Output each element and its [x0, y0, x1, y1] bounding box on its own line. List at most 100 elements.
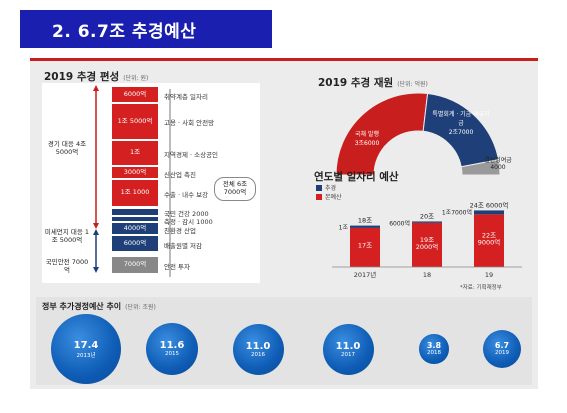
total-budget-label: 전체 6조 7000억 — [214, 177, 256, 201]
slice-label-bonds: 국채 발행 3조6000 — [342, 129, 392, 147]
infographic-frame: 2019 추경 편성 (단위: 원) 6000억 취약계층 일자리 1조 5000… — [30, 58, 538, 389]
trend-year: 2018 — [426, 350, 441, 357]
bar-vulnerable-jobs: 6000억 — [112, 87, 158, 102]
bar-main-0 — [350, 227, 380, 267]
funding-unit: (단위: 억원) — [397, 81, 428, 88]
trend-circle-2015: 11.6 2015 — [145, 322, 199, 376]
total-value-label-2: 24조 6000억 — [470, 201, 509, 209]
bar-value: 1조 1000 — [120, 188, 150, 197]
source-note: *자료: 기획재정부 — [460, 285, 502, 291]
label-monitoring: 측정 · 감시 1000 — [164, 218, 213, 226]
slice-value: 4000 — [490, 164, 506, 171]
year-label-1: 18 — [423, 271, 431, 279]
slice-value: 2조7000 — [448, 129, 474, 136]
bar-value: 1조 5000억 — [117, 116, 153, 125]
trend-year: 2017 — [341, 351, 355, 358]
bar-value: 3000억 — [123, 167, 147, 176]
dust-arrow-head-down — [93, 267, 99, 273]
trend-circle-2019: 6.7 2019 — [482, 329, 522, 369]
econ-arrow-head-up — [93, 85, 99, 91]
main-value-label-1: 19조 — [420, 236, 434, 244]
supp-value-label-1: 6000억 — [389, 219, 410, 227]
label-export-demand: 수출 · 내수 보강 — [164, 191, 209, 199]
trend-value: 17.4 — [73, 339, 99, 351]
label-eco-industry: 친환경 산업 — [164, 227, 196, 235]
label-new-industry: 신산업 촉진 — [164, 171, 196, 179]
legend-label: 추경 — [325, 185, 337, 192]
trend-circle-2016: 11.0 2016 — [232, 323, 284, 375]
main-value-label-2: 9000억 — [478, 239, 501, 247]
group-arrows — [93, 85, 171, 277]
budget-panel: 6000억 취약계층 일자리 1조 5000억 고용 · 사회 안전망 1조 지… — [42, 83, 260, 283]
budget-unit: (단위: 원) — [123, 75, 149, 82]
year-label-0: 2017년 — [354, 270, 377, 279]
funding-title: 2019 추경 재원 (단위: 억원) — [318, 75, 428, 90]
legend-swatch-supplementary — [316, 184, 322, 191]
trend-value: 3.8 — [426, 341, 442, 351]
bar-monitoring — [112, 217, 158, 221]
total-value-label-0: 18조 — [358, 217, 372, 225]
trend-value: 11.6 — [159, 340, 185, 352]
trend-year: 2013년 — [76, 352, 96, 359]
econ-arrow-head-down — [93, 223, 99, 229]
trend-value: 6.7 — [494, 341, 510, 351]
bar-value: 6000억 — [123, 89, 147, 98]
trend-circle-2017: 11.0 2017 — [322, 323, 374, 375]
bar-safety-investment: 7000억 — [112, 257, 158, 273]
donut-slice-bonds — [335, 92, 429, 176]
budget-title-text: 2019 추경 편성 — [44, 71, 120, 83]
dust-arrow-head-up — [93, 229, 99, 235]
trend-value: 11.0 — [245, 340, 271, 352]
slice-label-special-accounts: 특별회계 · 기금 여유자금 2조7000 — [430, 109, 492, 136]
slice-name: 결산잉여금 — [484, 157, 512, 164]
legend-swatch-main — [316, 193, 322, 200]
legend-main: 본예산 — [316, 192, 342, 201]
group-label-public-safety: 국민안전 7000억 — [45, 258, 89, 274]
funding-title-text: 2019 추경 재원 — [318, 77, 394, 89]
trend-year: 2019 — [494, 350, 509, 357]
trend-panel: 정부 추가경정예산 추이 (단위: 조원) 17.4 2013년 11.6 2015 11… — [36, 297, 532, 385]
label-public-health: 국민 건강 2000 — [164, 210, 209, 218]
trend-unit: (단위: 조원) — [125, 304, 156, 311]
slice-name: 국채 발행 — [355, 131, 379, 138]
jobs-title: 연도별 일자리 예산 — [314, 171, 399, 183]
year-label-2: 19 — [485, 271, 493, 279]
trend-title: 정부 추가경정예산 추이 (단위: 조원) — [42, 301, 156, 312]
trend-year: 2016 — [251, 351, 265, 358]
bar-main-1 — [412, 222, 442, 267]
bar-supplementary-0 — [350, 225, 380, 228]
funding-donut-chart — [335, 92, 501, 176]
trend-circle-2018: 3.8 2018 — [419, 334, 449, 364]
main-value-label-0: 17조 — [358, 241, 372, 249]
label-emission-reduction: 배출원별 저감 — [164, 242, 202, 250]
trend-year: 2015 — [164, 351, 179, 358]
label-regional-economy: 지역경제 · 소상공인 — [164, 151, 219, 159]
bar-supplementary-1 — [412, 221, 442, 223]
bar-supplementary-2 — [474, 210, 504, 215]
group-label-economy: 경기 대응 4조 5000억 — [47, 140, 87, 156]
trend-value: 11.0 — [335, 340, 361, 352]
budget-title: 2019 추경 편성 (단위: 원) — [44, 69, 148, 84]
main-value-label-2: 22조 — [482, 232, 496, 240]
bar-employment-safety-net: 1조 5000억 — [112, 104, 158, 139]
bar-value: 1조 — [129, 148, 141, 157]
group-label-fine-dust: 미세먼지 대응 1조 5000억 — [44, 228, 90, 244]
bar-value: 6000억 — [123, 238, 147, 247]
donut-slice-surplus — [460, 159, 501, 176]
slice-value: 3조6000 — [354, 140, 380, 147]
legend-label: 본예산 — [325, 194, 342, 201]
total-value-label-1: 20조 — [420, 212, 434, 220]
main-value-label-1: 2000억 — [416, 243, 439, 251]
bar-main-2 — [474, 214, 504, 267]
slice-label-surplus: 결산잉여금 4000 — [478, 155, 518, 171]
slice-name: 특별회계 · 기금 여유자금 — [432, 111, 490, 127]
bar-public-health — [112, 209, 158, 215]
bar-new-industry: 3000억 — [112, 167, 158, 178]
bar-value: 4000억 — [123, 223, 147, 232]
bar-emission-reduction: 6000억 — [112, 236, 158, 251]
bar-regional-economy: 1조 — [112, 141, 158, 165]
slide-title: 2. 6.7조 추경예산 — [20, 10, 272, 48]
bar-value: 7000억 — [123, 260, 147, 269]
trend-title-text: 정부 추가경정예산 추이 — [42, 302, 122, 311]
